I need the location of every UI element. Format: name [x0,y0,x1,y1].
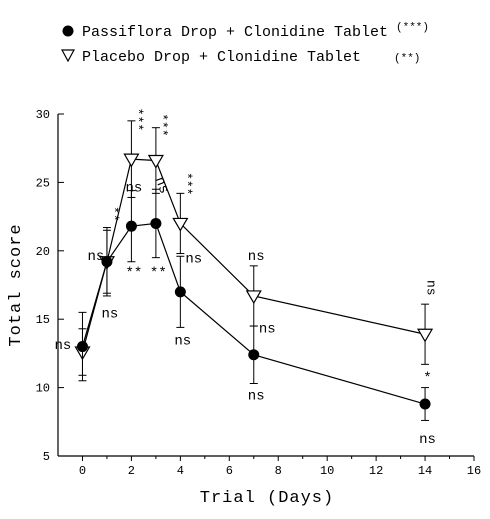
significance-label: *** [130,108,145,131]
significance-label: ns [88,249,105,265]
x-axis-title: Trial (Days) [200,489,334,508]
significance-label: ** [125,265,142,281]
significance-label: * [423,371,431,387]
significance-label: ns [101,306,118,322]
data-point [76,341,88,353]
plot-area [74,120,434,421]
significance-label: ns [125,181,142,197]
significance-label: ** [150,265,167,281]
x-tick-label: 14 [418,464,432,478]
y-tick-label: 25 [36,176,50,190]
y-tick-label: 5 [43,450,50,464]
x-tick-label: 16 [467,464,481,478]
data-point [245,290,262,305]
legend-label-passiflora: Passiflora Drop + Clonidine Tablet [82,24,388,41]
significance-label: ns [259,321,276,337]
data-point [123,153,140,168]
legend-marker-placebo [60,49,76,63]
data-point [417,328,434,343]
data-point [172,217,189,232]
significance-label: ns [185,252,202,268]
x-tick-label: 2 [128,464,135,478]
data-point [147,154,164,169]
x-ticks: 0 2 4 6 8 10 12 14 16 [79,456,481,478]
data-point [150,217,162,229]
data-point [419,398,431,410]
significance-label: *** [154,113,169,136]
significance-label: ns [424,280,439,296]
y-axis-title: Total score [7,223,26,346]
data-point [125,220,137,232]
significance-label: ns [248,249,265,265]
y-tick-label: 15 [36,313,50,327]
data-point [174,286,186,298]
significance-label: ns [174,334,191,350]
significance-label: ns [54,338,71,354]
significance-label: ns [419,432,436,448]
x-tick-label: 12 [369,464,383,478]
significance-label: ** [106,206,121,222]
legend-significance-placebo: (**) [394,53,420,65]
legend-significance-passiflora: (***) [396,22,429,34]
x-tick-label: 8 [275,464,282,478]
legend-label-placebo: Placebo Drop + Clonidine Tablet [82,49,361,66]
y-tick-label: 20 [36,245,50,259]
data-point [101,256,113,268]
significance-label: ns [248,388,265,404]
y-tick-label: 30 [36,108,50,122]
legend-marker-passiflora [62,25,74,37]
axes: 5 10 15 20 25 30 0 2 4 6 8 10 12 14 16 [36,108,482,478]
x-tick-label: 6 [226,464,233,478]
x-tick-label: 0 [79,464,86,478]
y-tick-label: 10 [36,382,50,396]
x-tick-label: 4 [177,464,184,478]
series-passiflora [76,188,431,421]
x-tick-label: 10 [320,464,334,478]
y-ticks: 5 10 15 20 25 30 [36,108,64,464]
significance-label: ns [151,175,172,196]
data-point [248,349,260,361]
significance-label: *** [179,172,194,195]
legend: Passiflora Drop + Clonidine Tablet (***)… [60,22,429,66]
